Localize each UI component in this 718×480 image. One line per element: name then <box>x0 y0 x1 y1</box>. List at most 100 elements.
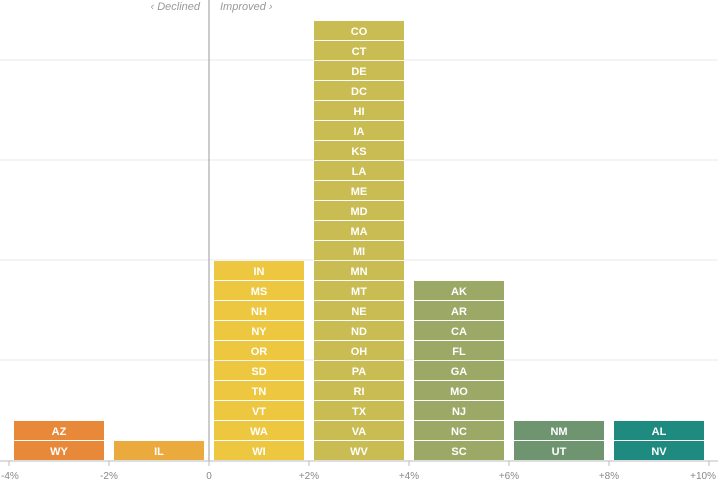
bar-cell-fl <box>414 341 504 360</box>
state-label-ny: NY <box>251 326 267 338</box>
bar-cell-me <box>314 181 404 200</box>
state-label-ms: MS <box>251 286 268 298</box>
bar-cell-wv <box>314 441 404 460</box>
state-label-wv: WV <box>350 446 368 458</box>
bar-cell-ut <box>514 441 604 460</box>
state-label-or: OR <box>251 346 268 358</box>
bars: AZ WY IL IN MS NH NY OR SD TN VT WA WI CO CT DE DC HI IA KS… <box>14 21 704 460</box>
state-label-wa: WA <box>250 426 268 438</box>
state-label-ri: RI <box>354 386 365 398</box>
bar-cell-sc <box>414 441 504 460</box>
bar-cell-wi <box>214 441 304 460</box>
bar-cell-ga <box>414 361 504 380</box>
bar-cell-mt <box>314 281 404 300</box>
state-label-il: IL <box>154 446 164 458</box>
state-label-mt: MT <box>351 286 367 298</box>
state-label-mn: MN <box>350 266 367 278</box>
bar-cell-ia <box>314 121 404 140</box>
bar-cell-sd <box>214 361 304 380</box>
bar-cell-ak <box>414 281 504 300</box>
bar-cell-dc <box>314 81 404 100</box>
state-label-de: DE <box>351 66 366 78</box>
bar-bin-5: NM UT <box>514 421 604 460</box>
state-label-md: MD <box>350 206 367 218</box>
bar-cell-co <box>314 21 404 40</box>
bar-cell-al <box>614 421 704 440</box>
bar-cell-az <box>14 421 104 440</box>
state-label-mo: MO <box>450 386 468 398</box>
bar-cell-nc <box>414 421 504 440</box>
bar-cell-in <box>214 261 304 280</box>
bar-cell-pa <box>314 361 404 380</box>
x-tick-label-6: +8% <box>599 471 619 480</box>
bar-cell-ar <box>414 301 504 320</box>
bar-cell-nh <box>214 301 304 320</box>
state-label-me: ME <box>351 186 368 198</box>
bar-cell-tn <box>214 381 304 400</box>
state-label-nh: NH <box>251 306 267 318</box>
x-tick-label-0: -4% <box>1 471 19 480</box>
bar-cell-ct <box>314 41 404 60</box>
bar-cell-ne <box>314 301 404 320</box>
state-label-la: LA <box>352 166 367 178</box>
state-label-hi: HI <box>354 106 365 118</box>
state-label-tx: TX <box>352 406 367 418</box>
x-tick-label-1: -2% <box>100 471 118 480</box>
bar-bin-0: AZ WY <box>14 421 104 460</box>
bar-bin-1: IL <box>114 441 204 460</box>
state-label-oh: OH <box>351 346 368 358</box>
state-label-pa: PA <box>352 366 367 378</box>
state-label-al: AL <box>652 426 667 438</box>
state-label-nc: NC <box>451 426 467 438</box>
state-label-ks: KS <box>351 146 366 158</box>
bar-cell-or <box>214 341 304 360</box>
state-label-ct: CT <box>352 46 367 58</box>
state-label-sc: SC <box>451 446 466 458</box>
state-label-tn: TN <box>252 386 267 398</box>
bar-cell-wa <box>214 421 304 440</box>
state-label-co: CO <box>351 26 368 38</box>
state-label-nm: NM <box>550 426 567 438</box>
bar-cell-ks <box>314 141 404 160</box>
state-label-wi: WI <box>252 446 265 458</box>
bar-cell-hi <box>314 101 404 120</box>
bar-cell-ri <box>314 381 404 400</box>
state-label-nj: NJ <box>452 406 466 418</box>
bar-cell-la <box>314 161 404 180</box>
bar-cell-ma <box>314 221 404 240</box>
bar-cell-wy <box>14 441 104 460</box>
state-label-in: IN <box>254 266 265 278</box>
bar-cell-nm <box>514 421 604 440</box>
state-label-ne: NE <box>351 306 366 318</box>
bar-cell-mi <box>314 241 404 260</box>
bar-cell-il <box>114 441 204 460</box>
state-label-fl: FL <box>452 346 466 358</box>
x-tick-label-3: +2% <box>299 471 319 480</box>
state-label-ak: AK <box>451 286 467 298</box>
state-label-ar: AR <box>451 306 467 318</box>
state-label-mi: MI <box>353 246 365 258</box>
state-label-sd: SD <box>251 366 266 378</box>
x-tick-label-2: 0 <box>206 471 212 480</box>
bar-cell-ny <box>214 321 304 340</box>
bar-bin-4: AK AR CA FL GA MO NJ NC SC <box>414 281 504 460</box>
state-label-nd: ND <box>351 326 367 338</box>
state-label-wy: WY <box>50 446 68 458</box>
bar-bin-6: AL NV <box>614 421 704 460</box>
bar-cell-mo <box>414 381 504 400</box>
x-axis: -4% -2% 0 +2% +4% +6% +8% +10% <box>0 460 718 480</box>
state-label-ca: CA <box>451 326 467 338</box>
state-label-dc: DC <box>351 86 367 98</box>
bar-cell-vt <box>214 401 304 420</box>
bar-cell-de <box>314 61 404 80</box>
declined-annotation: ‹ Declined <box>150 1 200 13</box>
improved-annotation: Improved › <box>220 1 273 13</box>
bar-cell-mn <box>314 261 404 280</box>
bar-bin-3: CO CT DE DC HI IA KS LA ME MD MA MI MN MT NE ND OH PA RI TX… <box>314 21 404 460</box>
bar-cell-tx <box>314 401 404 420</box>
state-label-nv: NV <box>651 446 667 458</box>
state-label-ut: UT <box>552 446 567 458</box>
bar-cell-md <box>314 201 404 220</box>
x-tick-label-4: +4% <box>399 471 419 480</box>
